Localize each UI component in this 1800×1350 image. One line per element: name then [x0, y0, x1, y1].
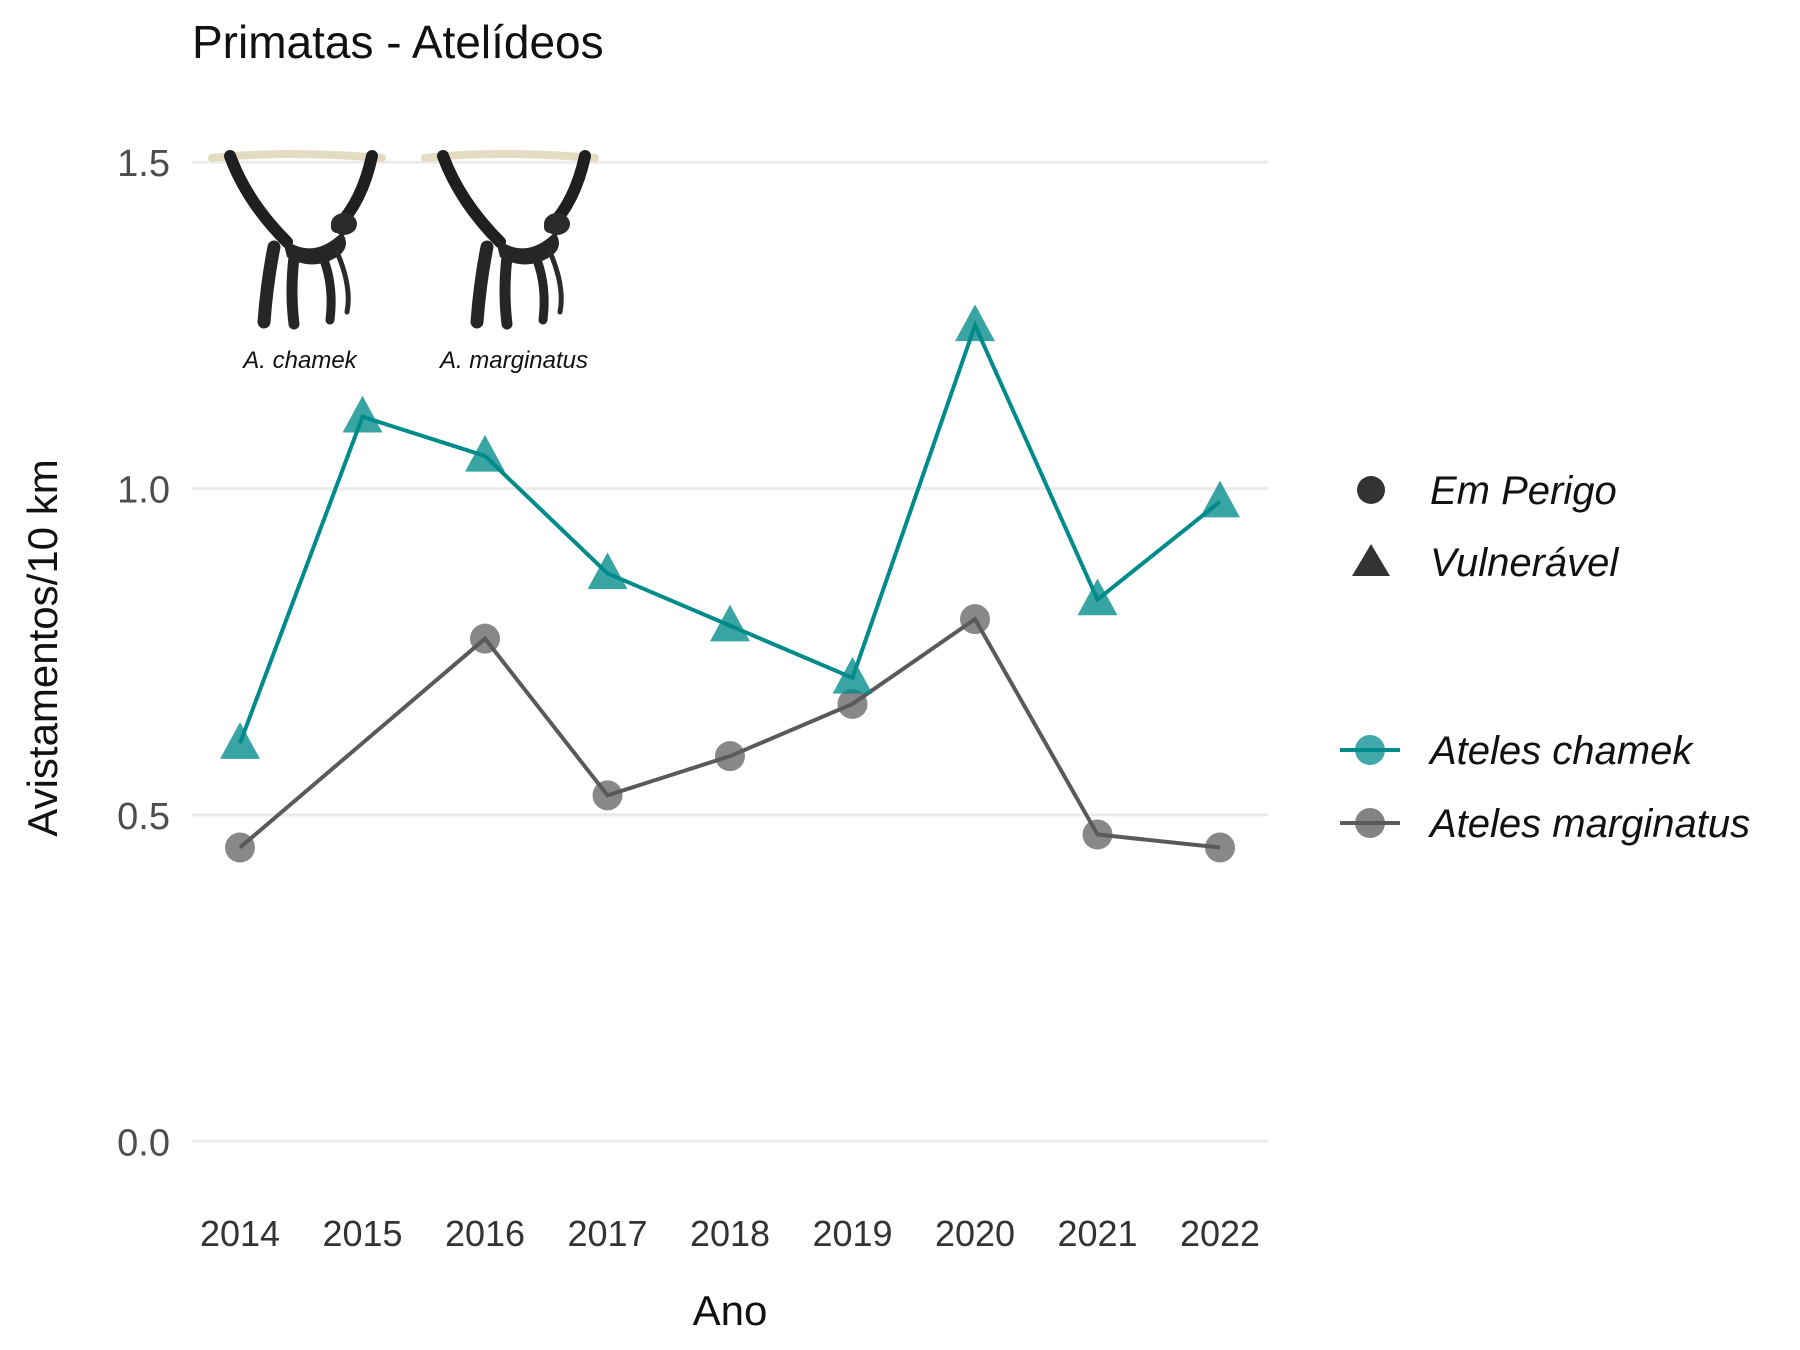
legend-label-vulneravel: Vulnerável: [1430, 541, 1619, 585]
legend-label-em-perigo: Em Perigo: [1430, 469, 1617, 513]
y-axis-label: Avistamentos/10 km: [19, 459, 66, 836]
legend: Em Perigo Vulnerável Ateles chamek Atele…: [1340, 469, 1750, 846]
y-axis-ticks: 0.0 0.5 1.0 1.5: [117, 143, 170, 1164]
legend-label-chamek: Ateles chamek: [1428, 729, 1694, 773]
legend-shape-circle: [1357, 476, 1385, 504]
chart-title: Primatas - Atelídeos: [192, 16, 604, 68]
data-point-marginatus: [592, 780, 623, 811]
data-point-marginatus: [1205, 832, 1235, 863]
gridlines: [192, 160, 1268, 1143]
y-tick-label: 1.5: [117, 143, 170, 185]
y-tick-label: 0.0: [117, 1122, 170, 1164]
data-point-chamek: [710, 604, 750, 642]
y-tick-label: 1.0: [117, 470, 170, 512]
data-point-marginatus: [837, 688, 868, 719]
data-point-chamek: [587, 552, 628, 590]
data-point-chamek: [1077, 578, 1118, 616]
x-tick-label: 2016: [445, 1213, 525, 1254]
data-point-chamek: [342, 395, 383, 433]
data-point-chamek: [955, 304, 995, 342]
legend-marker-marginatus: [1355, 808, 1385, 838]
x-axis-label: Ano: [693, 1287, 768, 1334]
data-point-chamek: [465, 434, 505, 472]
x-tick-label: 2017: [567, 1213, 647, 1254]
legend-marker-chamek: [1355, 735, 1385, 765]
annotation-label-chamek: A. chamek: [241, 347, 358, 374]
annotation-label-marginatus: A. marginatus: [438, 347, 588, 374]
data-point-marginatus: [1082, 819, 1113, 850]
data-point-marginatus: [960, 604, 990, 635]
series-line-marginatus: [238, 616, 1221, 850]
series-layer: [220, 304, 1240, 863]
x-tick-label: 2015: [322, 1213, 402, 1254]
x-tick-label: 2019: [812, 1213, 892, 1254]
data-point-marginatus: [715, 741, 745, 772]
spider-monkey-icon: [212, 154, 382, 324]
data-point-chamek: [832, 656, 873, 694]
y-tick-label: 0.5: [117, 796, 170, 838]
x-tick-label: 2021: [1057, 1213, 1137, 1254]
x-tick-label: 2020: [935, 1213, 1015, 1254]
spider-monkey-icon: [425, 154, 595, 324]
x-tick-label: 2022: [1180, 1213, 1260, 1254]
x-tick-label: 2014: [200, 1213, 280, 1254]
legend-shape-triangle: [1352, 544, 1390, 576]
data-point-chamek: [1200, 480, 1240, 518]
data-point-marginatus: [225, 832, 255, 863]
series-line-chamek: [238, 319, 1222, 744]
x-axis-ticks: 2014 2015 2016 2017 2018 2019 2020 2021 2022: [200, 1213, 1260, 1254]
data-point-marginatus: [470, 623, 500, 654]
data-point-chamek: [220, 722, 260, 759]
legend-label-marginatus: Ateles marginatus: [1428, 802, 1750, 846]
x-tick-label: 2018: [690, 1213, 770, 1254]
